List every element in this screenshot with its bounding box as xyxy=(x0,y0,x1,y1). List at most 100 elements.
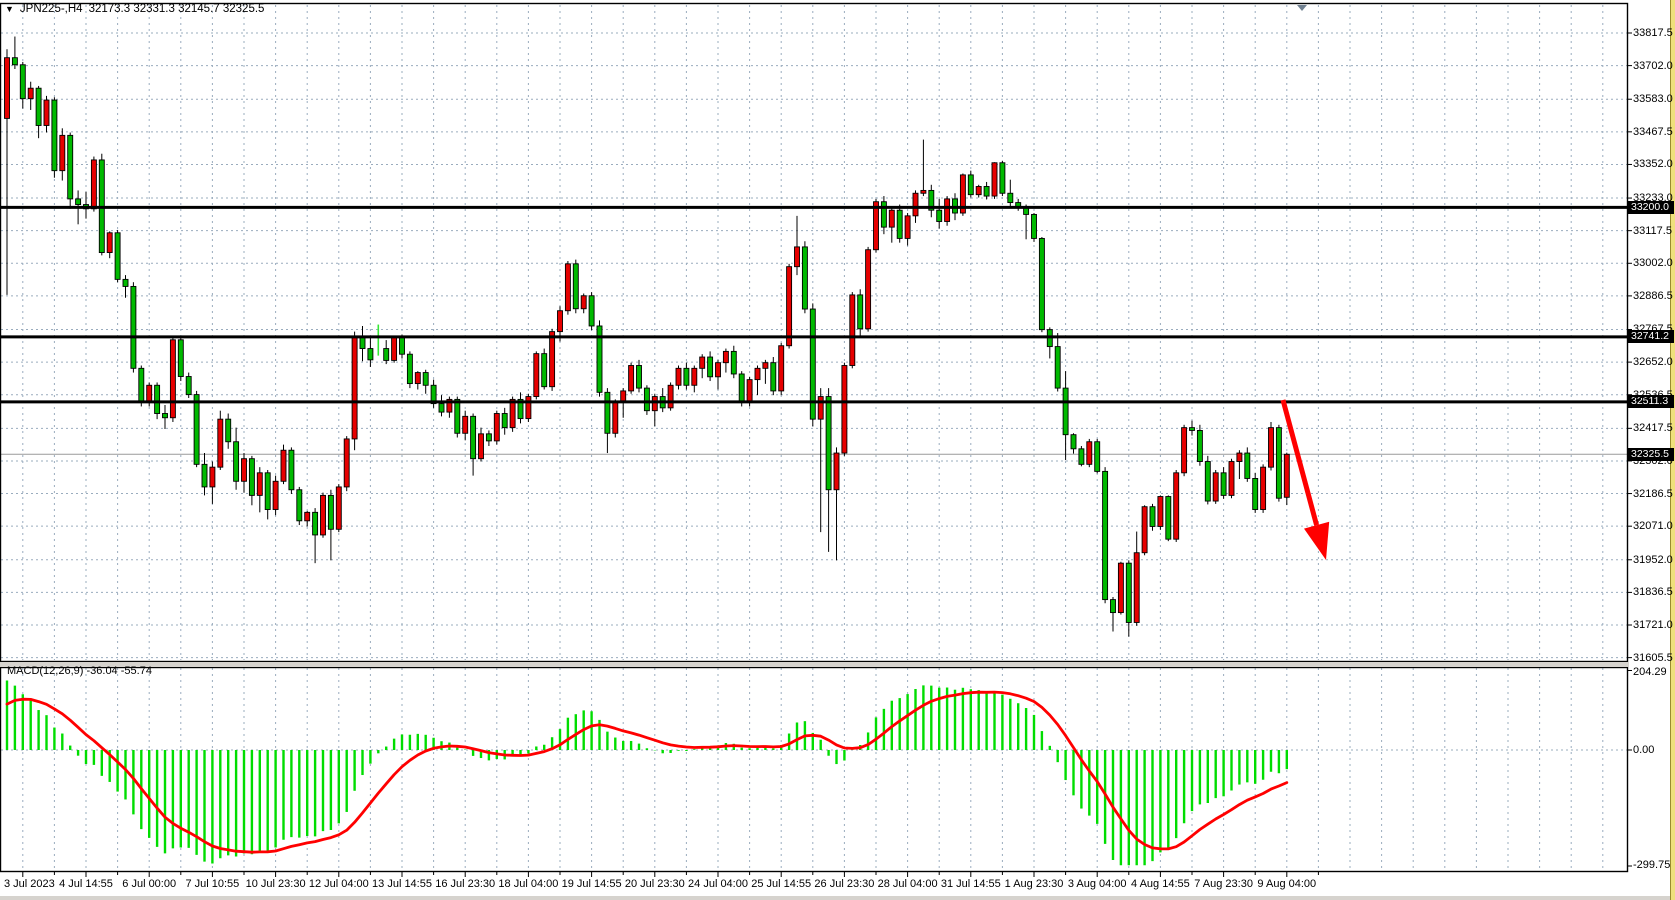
bear-candle[interactable] xyxy=(11,57,18,66)
bull-candle[interactable] xyxy=(715,362,721,378)
bear-candle[interactable] xyxy=(1149,506,1156,527)
bull-candle[interactable] xyxy=(304,511,311,522)
bull-candle[interactable] xyxy=(557,310,563,333)
bull-candle[interactable] xyxy=(4,57,10,119)
bull-candle[interactable] xyxy=(699,356,706,369)
bull-candle[interactable] xyxy=(1236,452,1243,462)
bull-candle[interactable] xyxy=(849,294,856,366)
bull-candle[interactable] xyxy=(462,415,469,434)
bull-candle[interactable] xyxy=(320,494,326,536)
bear-candle[interactable] xyxy=(1070,434,1077,450)
bull-candle[interactable] xyxy=(1268,427,1274,468)
bull-candle[interactable] xyxy=(1228,461,1235,496)
bear-candle[interactable] xyxy=(485,433,492,442)
bull-candle[interactable] xyxy=(217,418,224,468)
bear-candle[interactable] xyxy=(264,472,271,510)
bull-candle[interactable] xyxy=(1181,427,1188,474)
bear-candle[interactable] xyxy=(438,403,445,413)
bull-candle[interactable] xyxy=(90,159,97,210)
bull-candle[interactable] xyxy=(169,339,176,419)
bear-candle[interactable] xyxy=(1165,496,1172,540)
bull-candle[interactable] xyxy=(27,87,34,100)
bull-candle[interactable] xyxy=(920,189,927,194)
bear-candle[interactable] xyxy=(707,356,714,378)
bull-candle[interactable] xyxy=(1133,552,1140,623)
bull-candle[interactable] xyxy=(549,331,556,388)
bear-candle[interactable] xyxy=(967,174,974,196)
bear-candle[interactable] xyxy=(201,463,208,488)
bull-candle[interactable] xyxy=(904,215,911,239)
bear-candle[interactable] xyxy=(1062,387,1069,436)
bear-candle[interactable] xyxy=(683,367,690,386)
bull-candle[interactable] xyxy=(533,353,540,398)
bear-candle[interactable] xyxy=(1125,562,1132,623)
bull-candle[interactable] xyxy=(959,174,966,214)
bull-candle[interactable] xyxy=(628,365,635,392)
bear-candle[interactable] xyxy=(51,99,58,172)
bull-candle[interactable] xyxy=(817,396,824,420)
bull-candle[interactable] xyxy=(1141,506,1148,554)
bull-candle[interactable] xyxy=(1086,441,1093,465)
bear-candle[interactable] xyxy=(936,209,943,222)
bull-candle[interactable] xyxy=(746,379,753,403)
bull-candle[interactable] xyxy=(667,384,674,409)
bear-candle[interactable] xyxy=(999,162,1006,194)
bull-candle[interactable] xyxy=(612,401,619,434)
bull-candle[interactable] xyxy=(1260,466,1267,510)
bear-candle[interactable] xyxy=(154,384,161,414)
bear-candle[interactable] xyxy=(162,413,168,419)
bull-candle[interactable] xyxy=(351,336,358,440)
bear-candle[interactable] xyxy=(1102,470,1109,601)
bear-candle[interactable] xyxy=(809,308,816,420)
bull-candle[interactable] xyxy=(509,398,516,429)
bull-candle[interactable] xyxy=(272,480,279,510)
bear-candle[interactable] xyxy=(454,398,461,434)
panel-separator[interactable] xyxy=(0,662,1629,667)
bear-candle[interactable] xyxy=(588,295,595,327)
bull-candle[interactable] xyxy=(841,365,848,454)
sr-line-label-32741[interactable]: 32741.2 xyxy=(1628,330,1674,344)
bear-candle[interactable] xyxy=(1054,346,1061,389)
bear-candle[interactable] xyxy=(572,263,579,310)
bear-candle[interactable] xyxy=(67,134,74,200)
bull-candle[interactable] xyxy=(991,162,998,197)
bear-candle[interactable] xyxy=(896,209,903,239)
bear-candle[interactable] xyxy=(983,186,990,197)
bear-candle[interactable] xyxy=(1038,237,1045,331)
bear-candle[interactable] xyxy=(1244,452,1251,479)
bull-candle[interactable] xyxy=(944,198,951,222)
bull-candle[interactable] xyxy=(1117,562,1124,614)
bear-candle[interactable] xyxy=(130,285,137,369)
bear-candle[interactable] xyxy=(470,415,477,460)
symbol-dropdown-icon[interactable]: ▼ xyxy=(5,4,14,14)
bear-candle[interactable] xyxy=(1252,478,1259,510)
bull-candle[interactable] xyxy=(786,266,793,347)
bull-candle[interactable] xyxy=(873,201,879,251)
bull-candle[interactable] xyxy=(912,192,919,217)
bull-candle[interactable] xyxy=(580,295,587,310)
bear-candle[interactable] xyxy=(643,387,650,412)
bear-candle[interactable] xyxy=(399,336,405,355)
bear-candle[interactable] xyxy=(1220,472,1227,496)
bear-candle[interactable] xyxy=(35,87,42,126)
bear-candle[interactable] xyxy=(1031,213,1037,239)
bear-candle[interactable] xyxy=(367,348,374,361)
bull-candle[interactable] xyxy=(1283,453,1290,498)
bear-candle[interactable] xyxy=(288,449,295,491)
trend-arrow-head[interactable] xyxy=(1304,521,1330,560)
bear-candle[interactable] xyxy=(857,294,864,330)
bear-candle[interactable] xyxy=(770,362,777,392)
bear-candle[interactable] xyxy=(430,384,437,405)
bear-candle[interactable] xyxy=(312,511,319,536)
bull-candle[interactable] xyxy=(478,433,484,460)
bull-candle[interactable] xyxy=(493,413,500,442)
bear-candle[interactable] xyxy=(1094,441,1101,472)
bear-candle[interactable] xyxy=(1110,599,1116,614)
bear-candle[interactable] xyxy=(185,376,192,396)
bear-candle[interactable] xyxy=(233,441,240,482)
bull-candle[interactable] xyxy=(675,367,682,386)
bear-candle[interactable] xyxy=(359,336,366,350)
bull-candle[interactable] xyxy=(256,472,263,496)
bull-candle[interactable] xyxy=(146,384,153,403)
bear-candle[interactable] xyxy=(422,372,429,386)
